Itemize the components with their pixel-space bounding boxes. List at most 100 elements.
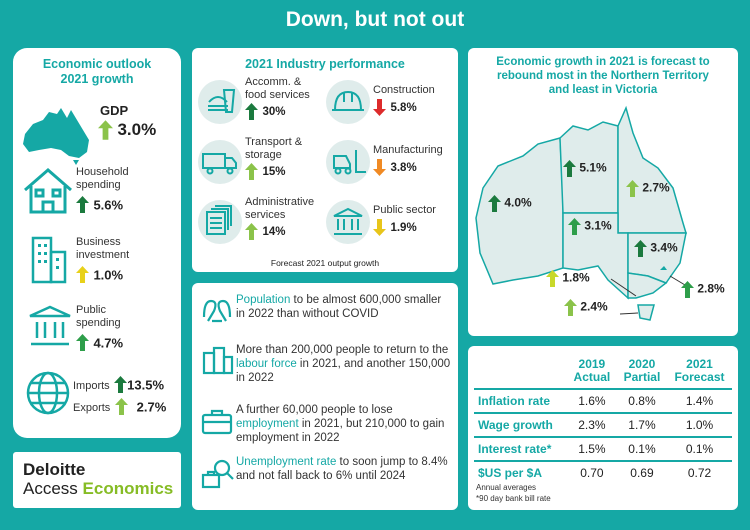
- arrow-up-icon: [634, 240, 647, 257]
- state-growth-label: 2.8%: [681, 281, 725, 298]
- arrow-up-icon: [76, 334, 89, 352]
- state-growth-value: 4.0%: [504, 195, 532, 210]
- industry-item: Transport & storage 15%: [198, 136, 326, 196]
- table-header: 2020 Partial: [623, 357, 661, 384]
- public-label-2: spending: [76, 317, 121, 329]
- table-cell: 0.70: [580, 466, 604, 480]
- industry-item: Construction 5.8%: [326, 76, 454, 136]
- industry-label: Public sector: [373, 204, 436, 216]
- state-act: [660, 266, 667, 270]
- state-growth-label: 4.0%: [488, 195, 532, 212]
- industry-value: 3.8%: [390, 161, 417, 174]
- arrow-up-icon: [114, 398, 128, 416]
- industry-label: food services: [245, 89, 310, 101]
- industry-value: 30%: [262, 105, 286, 118]
- table-header: 2019 Actual: [573, 357, 611, 384]
- household-label-2: spending: [76, 179, 121, 191]
- business-label-2: investment: [76, 249, 130, 261]
- public-label-1: Public: [76, 304, 106, 316]
- state-sa: [562, 212, 629, 300]
- globe-icon: [26, 371, 70, 415]
- labour-facts-panel: Population to be almost 600,000 smaller …: [192, 283, 458, 510]
- fact-text: More than 200,000 people to return to th…: [236, 344, 449, 356]
- gdp-label: GDP: [100, 103, 129, 118]
- economic-outlook-panel: Economic outlook 2021 growth GDP 3.0% Ho…: [13, 48, 181, 438]
- hard-hat-icon: [326, 80, 370, 124]
- arrow-up-icon: [564, 299, 577, 316]
- fact-text: to soon jump to 8.4% and not fall back t…: [236, 456, 448, 482]
- map-heading-3: and least in Victoria: [548, 84, 658, 96]
- state-growth-value: 1.8%: [562, 270, 590, 285]
- people-icon: [202, 299, 232, 323]
- state-growth-value: 5.1%: [579, 160, 607, 175]
- fact-highlight: Population: [236, 294, 291, 306]
- household-label-1: Household: [76, 166, 129, 178]
- table-row: Interest rate* 1.5% 0.1% 0.1%: [474, 437, 732, 461]
- industry-item: Administrative services 14%: [198, 196, 326, 256]
- vic-leader-line: [610, 278, 637, 297]
- state-growth-label: 3.4%: [634, 240, 678, 257]
- table-cell: 0.72: [687, 466, 712, 480]
- industry-label: services: [245, 209, 286, 221]
- state-growth-value: 3.1%: [584, 218, 612, 233]
- table-header: [474, 354, 567, 389]
- industry-label: Transport &: [245, 136, 303, 148]
- magnifier-briefcase-icon: [201, 459, 234, 489]
- arrow-up-icon: [681, 281, 694, 298]
- state-qld: [617, 105, 688, 234]
- arrow-up-icon: [245, 103, 258, 121]
- map-heading-1: Economic growth in 2021 is forecast to: [496, 56, 710, 68]
- state-growth-label: 2.7%: [626, 180, 670, 197]
- industry-label: Construction: [373, 84, 435, 96]
- table-cell: 2.3%: [578, 418, 606, 432]
- table-cell: 1.4%: [685, 394, 714, 408]
- arrow-up-icon: [488, 195, 501, 212]
- page-title: Down, but not out: [285, 8, 465, 31]
- arrow-up-icon: [563, 160, 576, 177]
- fact-text: in 2021, but 210,000 to gain employment …: [236, 418, 445, 444]
- industry-value: 15%: [262, 165, 286, 178]
- government-building-icon: [29, 305, 71, 346]
- food-icon: [198, 80, 242, 124]
- state-growth-label: 2.4%: [564, 299, 608, 316]
- public-value: 4.7%: [93, 335, 124, 351]
- state-growth-label: 1.8%: [546, 270, 590, 287]
- fact-text: in 2021, and another 150,000 in 2022: [236, 358, 451, 384]
- outlook-heading-1: Economic outlook: [42, 57, 152, 71]
- city-icon: [202, 346, 234, 375]
- table-header: 2021 Forecast: [674, 357, 725, 384]
- arrow-up-icon: [76, 266, 89, 284]
- australia-state-map: [475, 105, 691, 321]
- arrow-up-icon: [245, 163, 258, 181]
- forklift-icon: [326, 140, 370, 184]
- industry-value: 14%: [262, 225, 286, 238]
- arrow-up-icon: [546, 270, 559, 287]
- table-note-2: *90 day bank bill rate: [476, 494, 551, 503]
- table-row: Wage growth 2.3% 1.7% 1.0%: [474, 413, 732, 437]
- business-label-1: Business: [76, 236, 121, 248]
- arrow-up-icon: [114, 376, 128, 394]
- deloitte-logo: Deloitte Access Economics: [13, 452, 181, 508]
- arrow-up-icon: [98, 120, 113, 140]
- arrow-up-icon: [245, 223, 258, 241]
- industry-performance-panel: 2021 Industry performance Accomm. & food …: [192, 48, 458, 272]
- logo-line-1: Deloitte: [23, 460, 86, 479]
- table-cell: 0.1%: [628, 442, 656, 456]
- arrow-down-icon: [373, 219, 386, 237]
- fact-text: A further 60,000 people to lose: [236, 404, 393, 416]
- logo-access: Access: [23, 479, 83, 498]
- australia-map-icon: [23, 108, 89, 165]
- imports-label: Imports: [73, 380, 110, 392]
- table-row: $US per $A 0.70 0.69 0.72: [474, 461, 732, 484]
- arrow-up-icon: [626, 180, 639, 197]
- fact-highlight: labour force: [236, 358, 297, 370]
- table-cell: 1.7%: [628, 418, 656, 432]
- table-cell: 1.0%: [685, 418, 714, 432]
- industry-value: 5.8%: [390, 101, 417, 114]
- table-cell: 1.5%: [578, 442, 606, 456]
- state-vic: [627, 272, 668, 299]
- row-label: Interest rate*: [478, 442, 552, 456]
- indicators-table: 2019 Actual 2020 Partial 2021 Forecast Inflat…: [474, 354, 732, 484]
- table-cell: 0.69: [630, 466, 654, 480]
- map-heading-2: rebound most in the Northern Territory: [497, 70, 709, 82]
